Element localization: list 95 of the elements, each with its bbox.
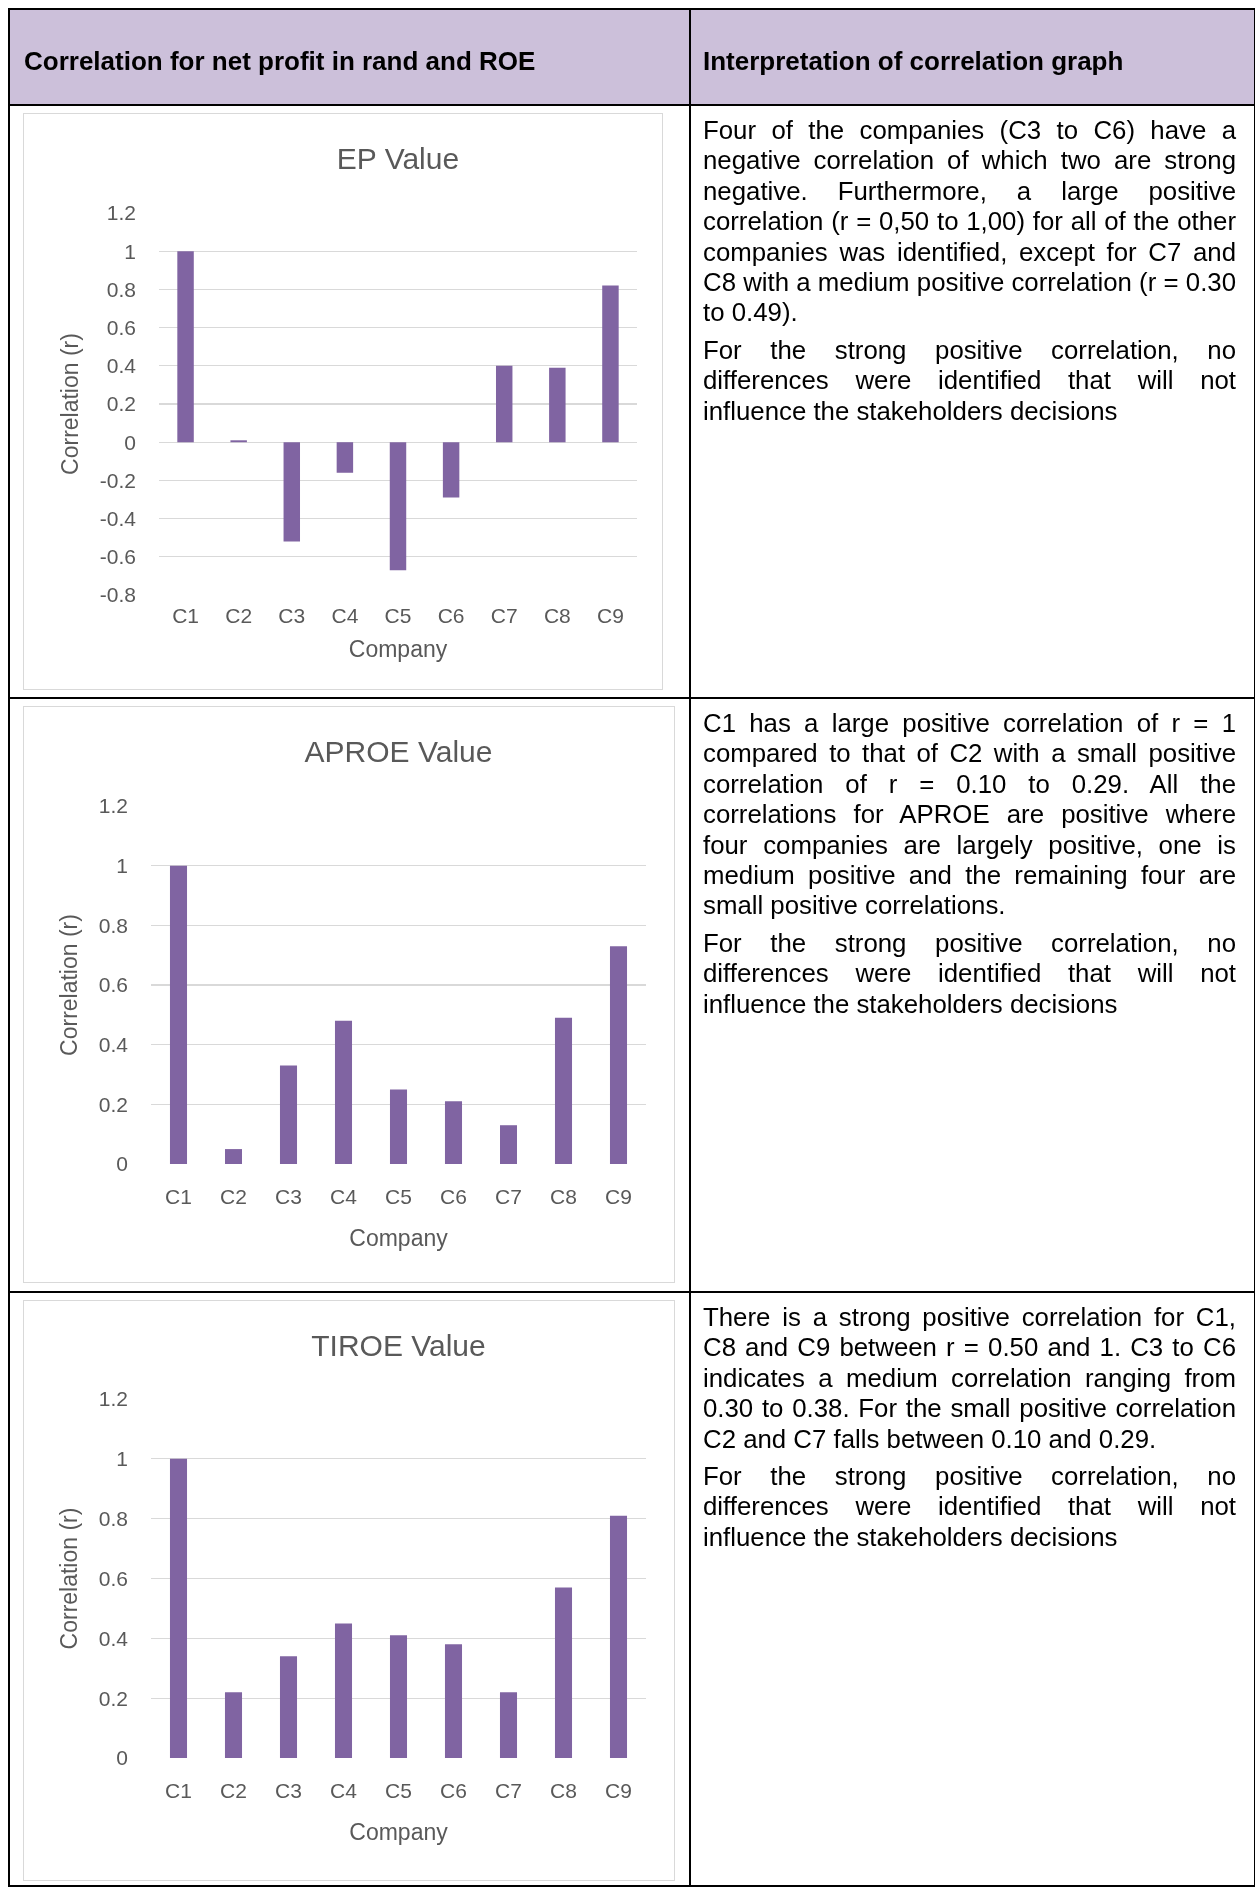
bar xyxy=(336,442,354,473)
bar xyxy=(334,1623,353,1758)
x-tick-label: C6 xyxy=(440,1185,467,1208)
y-tick-label: 0.6 xyxy=(98,1566,128,1590)
bar xyxy=(389,1089,408,1164)
x-tick-label: C5 xyxy=(384,604,412,627)
x-tick-label: C8 xyxy=(550,1779,577,1802)
y-tick-label: -0.4 xyxy=(99,506,137,530)
bar xyxy=(169,865,188,1164)
y-tick-label: 0.2 xyxy=(98,1686,128,1710)
bar xyxy=(495,365,513,443)
y-axis-title: Correlation (r) xyxy=(57,333,84,475)
x-tick-label: C2 xyxy=(220,1779,247,1802)
text: For the strong positive correlation, no differences were identified that will not influence the stakeholders decisions xyxy=(703,927,1236,1020)
bar xyxy=(499,1692,518,1758)
y-tick-label: 0.2 xyxy=(98,1092,128,1116)
y-tick-label: -0.2 xyxy=(99,468,136,492)
x-tick-label: C1 xyxy=(172,604,199,627)
text: Correlation for net profit in rand and ROE xyxy=(24,46,536,76)
x-tick-label: C5 xyxy=(385,1185,412,1208)
bar xyxy=(224,1692,243,1758)
text: For the strong positive correlation, no differences were identified that will not influence the stakeholders decisions xyxy=(703,1461,1236,1553)
x-tick-label: C1 xyxy=(165,1185,192,1208)
bar xyxy=(444,1101,463,1164)
x-tick-label: C4 xyxy=(330,1185,358,1208)
y-tick-label: 1 xyxy=(124,239,136,263)
x-tick-label: C4 xyxy=(331,604,359,627)
bar xyxy=(444,1644,463,1758)
y-tick-label: 0.2 xyxy=(106,392,136,416)
bar xyxy=(283,442,301,542)
bar xyxy=(389,1635,408,1758)
x-tick-label: C8 xyxy=(550,1185,577,1208)
y-tick-label: 1 xyxy=(116,854,128,878)
x-tick-label: C6 xyxy=(440,1779,467,1802)
x-tick-label: C7 xyxy=(495,1185,522,1208)
chart-title: EP Value xyxy=(336,141,460,175)
y-tick-label: 1.2 xyxy=(106,201,136,225)
x-tick-label: C9 xyxy=(597,604,624,627)
bar xyxy=(602,285,619,443)
y-tick-label: 0.4 xyxy=(98,1626,129,1650)
x-tick-label: C3 xyxy=(275,1779,302,1802)
x-tick-label: C1 xyxy=(165,1779,192,1802)
y-tick-label: 1 xyxy=(116,1447,128,1471)
x-axis-title: Company xyxy=(348,635,448,662)
y-tick-label: 0 xyxy=(124,430,136,454)
x-tick-label: C9 xyxy=(605,1185,632,1208)
x-tick-label: C4 xyxy=(330,1779,358,1802)
x-tick-label: C6 xyxy=(437,604,465,627)
x-tick-label: C7 xyxy=(490,604,518,627)
bar xyxy=(279,1656,298,1758)
x-tick-label: C5 xyxy=(385,1779,412,1802)
bar xyxy=(334,1020,353,1164)
bar xyxy=(499,1125,518,1164)
y-tick-label: 0.6 xyxy=(98,973,128,997)
x-tick-label: C3 xyxy=(278,604,306,627)
bar xyxy=(177,251,194,443)
x-tick-label: C3 xyxy=(275,1185,302,1208)
y-tick-label: 0.6 xyxy=(106,315,136,339)
x-axis-title: Company xyxy=(349,1224,449,1251)
text: Four of the companies (C3 to C6) have a negative correlation of which two are strong negative. Furthermore, a large positive correlation (r = 0,50 to 1,00) for all of the other companies was identified, except for C7 and C8 with a medium positive correlation (r = 0.30 to 0.49). xyxy=(703,115,1236,328)
y-tick-label: 0.8 xyxy=(98,913,128,937)
bar xyxy=(609,1515,628,1758)
y-tick-label: -0.8 xyxy=(99,583,136,607)
y-tick-label: 1.2 xyxy=(98,794,128,818)
bar xyxy=(169,1458,188,1758)
bar xyxy=(224,1149,243,1164)
y-tick-label: 0.8 xyxy=(106,277,136,301)
text: C1 has a large positive correlation of r = 1 compared to that of C2 with a small positive correlation of r = 0.10 to 0.29. All the correlations for APROE are positive where four companies are largely positive, one is medium positive and the remaining four are small positive correlations. xyxy=(703,708,1236,921)
chart-title: APROE Value xyxy=(304,734,493,768)
y-tick-label: 0.4 xyxy=(98,1033,129,1057)
x-tick-label: C8 xyxy=(543,604,571,627)
x-axis-title: Company xyxy=(349,1818,449,1845)
bar xyxy=(554,1017,573,1164)
x-tick-label: C2 xyxy=(220,1185,247,1208)
y-tick-label: 0.4 xyxy=(106,354,137,378)
y-tick-label: 0 xyxy=(116,1746,128,1770)
chart-title: TIROE Value xyxy=(311,1328,486,1362)
text: Interpretation of correlation graph xyxy=(703,46,1124,76)
bar xyxy=(554,1587,573,1758)
bar xyxy=(279,1065,298,1164)
y-axis-title: Correlation (r) xyxy=(56,1507,83,1650)
y-tick-label: -0.6 xyxy=(99,545,136,569)
x-tick-label: C7 xyxy=(495,1779,522,1802)
y-tick-label: 0 xyxy=(116,1152,128,1176)
text: For the strong positive correlation, no differences were identified that will not influence the stakeholders decisions xyxy=(703,334,1236,427)
y-tick-label: 1.2 xyxy=(98,1387,128,1411)
text: There is a strong positive correlation for C1, C8 and C9 between r = 0.50 and 1. C3 to C6 indicates a medium correlation ranging from 0.30 to 0.38. For the small positive correlation C2 and C7 falls between 0.10 and 0.29. xyxy=(703,1302,1236,1455)
bar xyxy=(389,442,407,571)
bar xyxy=(609,946,628,1164)
y-axis-title: Correlation (r) xyxy=(56,914,83,1056)
x-tick-label: C2 xyxy=(225,604,253,627)
bar xyxy=(549,367,566,443)
bar xyxy=(442,442,460,498)
x-tick-label: C9 xyxy=(605,1779,632,1802)
y-tick-label: 0.8 xyxy=(98,1507,128,1531)
